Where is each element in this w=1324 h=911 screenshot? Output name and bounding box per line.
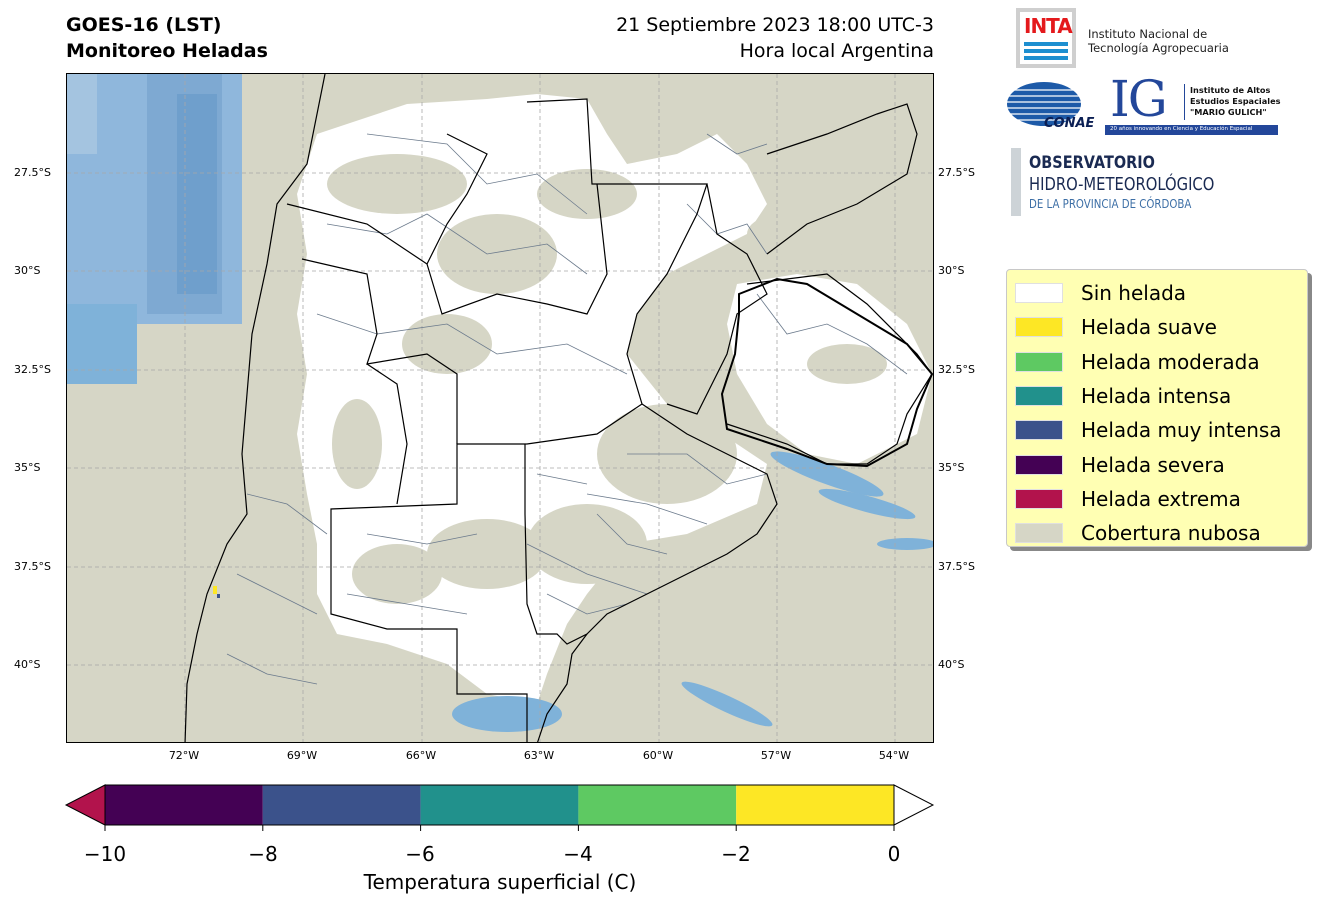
colorbar-tick-minus-8: −8 bbox=[248, 842, 278, 866]
colorbar-tick-minus-2: −2 bbox=[721, 842, 751, 866]
observatorio-line-2: HIDRO-METEOROLÓGICO bbox=[1029, 174, 1215, 195]
lat-tick-left-40: 40°S bbox=[14, 658, 41, 671]
lon-tick-57w: 57°W bbox=[760, 749, 792, 762]
legend-label: Helada intensa bbox=[1081, 384, 1232, 409]
inta-caption-line-1: Instituto Nacional de bbox=[1088, 27, 1208, 41]
colorbar-segment-3 bbox=[578, 785, 737, 825]
legend-label: Helada muy intensa bbox=[1081, 418, 1282, 443]
colorbar bbox=[64, 784, 935, 831]
lat-tick-left-37-5: 37.5°S bbox=[14, 560, 51, 573]
legend-swatch bbox=[1015, 386, 1063, 407]
lat-tick-right-32-5: 32.5°S bbox=[938, 363, 975, 376]
legend-item-cobertura-nubosa: Cobertura nubosa bbox=[1015, 516, 1299, 550]
lat-tick-left-30: 30°S bbox=[14, 264, 41, 277]
observatorio-line-3: DE LA PROVINCIA DE CÓRDOBA bbox=[1029, 197, 1192, 211]
colorbar-tick-minus-6: −6 bbox=[405, 842, 435, 866]
inta-caption-line-2: Tecnología Agropecuaria bbox=[1088, 41, 1229, 55]
conae-logo bbox=[1006, 82, 1082, 126]
lon-tick-66w: 66°W bbox=[405, 749, 437, 762]
lat-tick-right-40: 40°S bbox=[938, 658, 965, 671]
legend-label: Helada severa bbox=[1081, 452, 1225, 477]
lat-tick-left-32-5: 32.5°S bbox=[14, 363, 51, 376]
legend-swatch bbox=[1015, 317, 1063, 338]
legend-item-helada-moderada: Helada moderada bbox=[1015, 345, 1299, 379]
date-line-2: Hora local Argentina bbox=[739, 40, 934, 62]
legend-swatch bbox=[1015, 454, 1063, 475]
colorbar-title: Temperatura superficial (C) bbox=[363, 870, 637, 894]
colorbar-under-triangle bbox=[64, 784, 106, 826]
gridlines bbox=[67, 74, 933, 742]
ig-letters: IG bbox=[1110, 70, 1168, 128]
legend-swatch bbox=[1015, 488, 1063, 509]
lon-tick-72w: 72°W bbox=[168, 749, 200, 762]
observatorio-bar bbox=[1011, 148, 1021, 216]
conae-text: CONAE bbox=[1044, 116, 1095, 131]
uruguay-border bbox=[720, 277, 933, 468]
frost-pixel bbox=[213, 586, 217, 594]
colorbar-segment-2 bbox=[420, 785, 579, 825]
ig-caption-line-1: Instituto de Altos bbox=[1190, 85, 1271, 95]
pacific-clear-area bbox=[67, 74, 242, 384]
date-block: 21 Septiembre 2023 18:00 UTC-3 Hora loca… bbox=[616, 12, 934, 64]
lat-tick-right-27-5: 27.5°S bbox=[938, 166, 975, 179]
legend-swatch bbox=[1015, 523, 1063, 544]
colorbar-tick-minus-10: −10 bbox=[83, 842, 127, 866]
legend-item-helada-suave: Helada suave bbox=[1015, 310, 1299, 344]
lat-tick-right-30: 30°S bbox=[938, 264, 965, 277]
legend-label: Helada moderada bbox=[1081, 349, 1260, 374]
lat-tick-left-27-5: 27.5°S bbox=[14, 166, 51, 179]
colorbar-tick-0: 0 bbox=[887, 842, 901, 866]
lon-tick-69w: 69°W bbox=[286, 749, 318, 762]
colorbar-segment-1 bbox=[262, 785, 421, 825]
colorbar-over-triangle bbox=[893, 784, 935, 826]
map-panel[interactable] bbox=[66, 73, 934, 743]
legend-swatch bbox=[1015, 351, 1063, 372]
legend-swatch bbox=[1015, 283, 1063, 304]
legend-label: Helada extrema bbox=[1081, 486, 1241, 511]
legend-item-helada-extrema: Helada extrema bbox=[1015, 482, 1299, 516]
inta-logo-text: INTA bbox=[1024, 14, 1073, 38]
legend-item-helada-intensa: Helada intensa bbox=[1015, 379, 1299, 413]
ig-caption-line-2: Estudios Espaciales bbox=[1190, 96, 1281, 106]
legend: Sin helada Helada suave Helada moderada … bbox=[1006, 269, 1308, 547]
legend-swatch bbox=[1015, 420, 1063, 441]
legend-item-helada-severa: Helada severa bbox=[1015, 447, 1299, 481]
cloud-patches bbox=[327, 154, 887, 604]
ig-bar bbox=[1105, 125, 1278, 135]
lat-tick-left-35: 35°S bbox=[14, 461, 41, 474]
ig-caption-line-3: "MARIO GULICH" bbox=[1190, 107, 1267, 117]
legend-label: Helada suave bbox=[1081, 315, 1217, 340]
atlantic-clear-area bbox=[452, 451, 933, 732]
inta-logo: INTA bbox=[1016, 8, 1076, 68]
observatorio-line-1: OBSERVATORIO bbox=[1029, 153, 1155, 173]
ig-separator bbox=[1184, 84, 1185, 120]
ig-bar-text: 20 años innovando en Ciencia y Educación… bbox=[1110, 126, 1253, 132]
department-boundaries bbox=[226, 133, 908, 685]
legend-label: Sin helada bbox=[1081, 281, 1187, 306]
colorbar-tick-minus-4: −4 bbox=[563, 842, 593, 866]
map-svg bbox=[67, 74, 933, 742]
lon-tick-54w: 54°W bbox=[878, 749, 910, 762]
inta-caption: Instituto Nacional de Tecnología Agropec… bbox=[1088, 27, 1229, 55]
colorbar-segment-0 bbox=[105, 785, 263, 825]
colorbar-segment-4 bbox=[736, 785, 894, 825]
lat-tick-right-35: 35°S bbox=[938, 461, 965, 474]
legend-item-sin-helada: Sin helada bbox=[1015, 276, 1299, 310]
title-line-1: GOES-16 (LST) bbox=[66, 14, 222, 36]
map-title: GOES-16 (LST) Monitoreo Heladas bbox=[66, 12, 268, 64]
lat-tick-right-37-5: 37.5°S bbox=[938, 560, 975, 573]
legend-item-helada-muy-intensa: Helada muy intensa bbox=[1015, 413, 1299, 447]
lon-tick-60w: 60°W bbox=[642, 749, 674, 762]
date-line-1: 21 Septiembre 2023 18:00 UTC-3 bbox=[616, 14, 934, 36]
legend-label: Cobertura nubosa bbox=[1081, 521, 1261, 546]
lon-tick-63w: 63°W bbox=[523, 749, 555, 762]
title-line-2: Monitoreo Heladas bbox=[66, 40, 268, 62]
frost-pixel-2 bbox=[217, 594, 220, 598]
ig-caption: Instituto de Altos Estudios Espaciales "… bbox=[1190, 85, 1281, 118]
colorbar-frame bbox=[104, 784, 895, 826]
